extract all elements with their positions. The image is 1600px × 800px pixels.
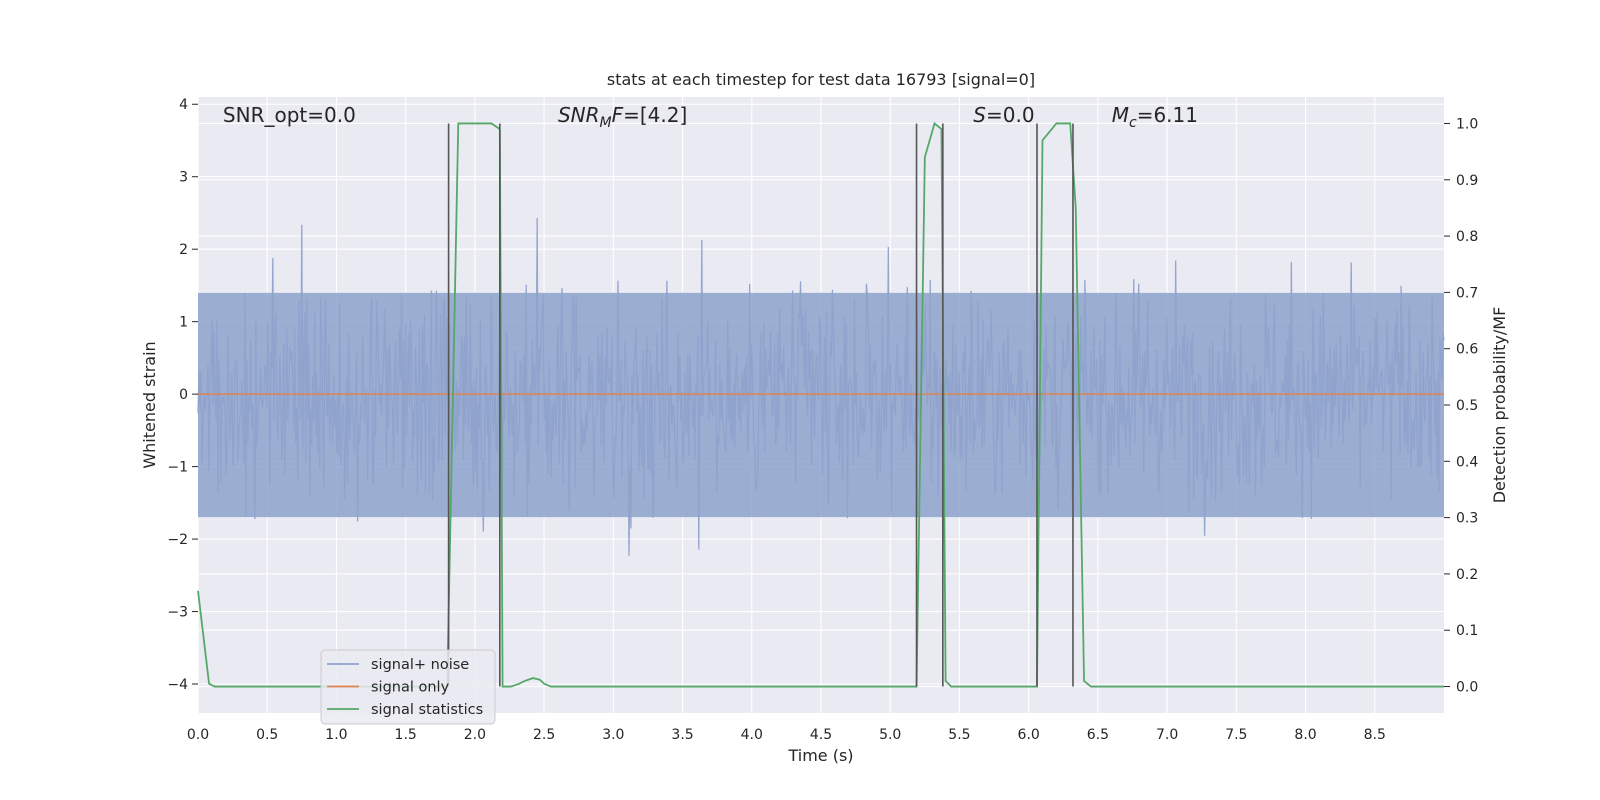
y-tick-label: −3 bbox=[167, 605, 188, 621]
y-axis-label: Whitened strain bbox=[140, 341, 159, 468]
y2-tick-label: 0.3 bbox=[1456, 511, 1478, 527]
y2-tick-label: 0.2 bbox=[1456, 567, 1478, 583]
y-axis-ticks: −4 −3 −2 −1 0 1 2 3 4 bbox=[167, 97, 198, 693]
y-tick-label: 1 bbox=[179, 315, 188, 331]
y-tick-label: −4 bbox=[167, 677, 188, 693]
signal-plus-noise-band bbox=[198, 292, 1444, 518]
x-tick-label: 3.0 bbox=[602, 727, 624, 743]
x-axis-ticks: 0.0 0.5 1.0 1.5 2.0 2.5 3.0 3.5 4.0 4.5 5.0 5.5 6.0 6… bbox=[187, 727, 1386, 743]
series-lines bbox=[197, 121, 1444, 688]
annotation-snr-opt: SNR_opt=0.0 bbox=[223, 103, 356, 127]
legend: signal+ noise signal only signal statistic… bbox=[320, 649, 496, 725]
y2-tick-label: 0.6 bbox=[1456, 342, 1478, 358]
x-tick-label: 6.5 bbox=[1087, 727, 1109, 743]
legend-label: signal only bbox=[371, 680, 450, 696]
x-tick-label: 7.5 bbox=[1225, 727, 1247, 743]
x-tick-label: 2.0 bbox=[464, 727, 486, 743]
y2-tick-label: 1.0 bbox=[1456, 116, 1478, 132]
legend-label: signal+ noise bbox=[371, 657, 469, 673]
x-tick-label: 1.5 bbox=[395, 727, 417, 743]
y2-tick-label: 0.8 bbox=[1456, 229, 1478, 245]
x-axis-label: Time (s) bbox=[787, 746, 853, 765]
legend-box bbox=[320, 649, 496, 725]
vertical-markers bbox=[447, 123, 1074, 687]
x-tick-label: 1.0 bbox=[325, 727, 347, 743]
x-tick-label: 8.0 bbox=[1294, 727, 1316, 743]
y-tick-label: 2 bbox=[179, 242, 188, 258]
y-tick-label: 3 bbox=[179, 170, 188, 186]
x-tick-label: 4.5 bbox=[810, 727, 832, 743]
annotation-snr-mf: SNRMF=[4.2] bbox=[558, 103, 687, 131]
y2-tick-label: 0.5 bbox=[1456, 398, 1478, 414]
y-tick-label: −2 bbox=[167, 532, 188, 548]
y2-tick-label: 0.4 bbox=[1456, 454, 1478, 470]
chart-title: stats at each timestep for test data 167… bbox=[607, 70, 1035, 89]
x-tick-label: 5.5 bbox=[948, 727, 970, 743]
legend-label: signal statistics bbox=[371, 702, 483, 718]
x-tick-label: 8.5 bbox=[1364, 727, 1386, 743]
x-tick-label: 6.0 bbox=[1018, 727, 1040, 743]
annotations: SNR_opt=0.0 SNRMF=[4.2] S=0.0 Mc=6.11 bbox=[223, 103, 1198, 131]
x-tick-label: 7.0 bbox=[1156, 727, 1178, 743]
y-tick-label: −1 bbox=[167, 460, 188, 476]
x-tick-label: 2.5 bbox=[533, 727, 555, 743]
annotation-s: S=0.0 bbox=[973, 103, 1034, 127]
x-tick-label: 3.5 bbox=[671, 727, 693, 743]
y2-axis-label: Detection probability/MF bbox=[1490, 307, 1509, 504]
x-tick-label: 5.0 bbox=[879, 727, 901, 743]
signal-plus-noise-series bbox=[197, 218, 1445, 556]
x-tick-label: 0.0 bbox=[187, 727, 209, 743]
y2-tick-label: 0.0 bbox=[1456, 680, 1478, 696]
y2-tick-label: 0.1 bbox=[1456, 623, 1478, 639]
y2-tick-label: 0.7 bbox=[1456, 285, 1478, 301]
annotation-mc: Mc=6.11 bbox=[1112, 103, 1198, 131]
y2-axis-ticks: 0.0 0.1 0.2 0.3 0.4 0.5 0.6 0.7 0.8 0.9 1.0 bbox=[1444, 116, 1478, 696]
x-tick-label: 0.5 bbox=[256, 727, 278, 743]
y-tick-label: 0 bbox=[179, 387, 188, 403]
x-tick-label: 4.0 bbox=[741, 727, 763, 743]
y-tick-label: 4 bbox=[179, 97, 188, 113]
signal-statistics-line bbox=[197, 121, 1444, 688]
y2-tick-label: 0.9 bbox=[1456, 173, 1478, 189]
